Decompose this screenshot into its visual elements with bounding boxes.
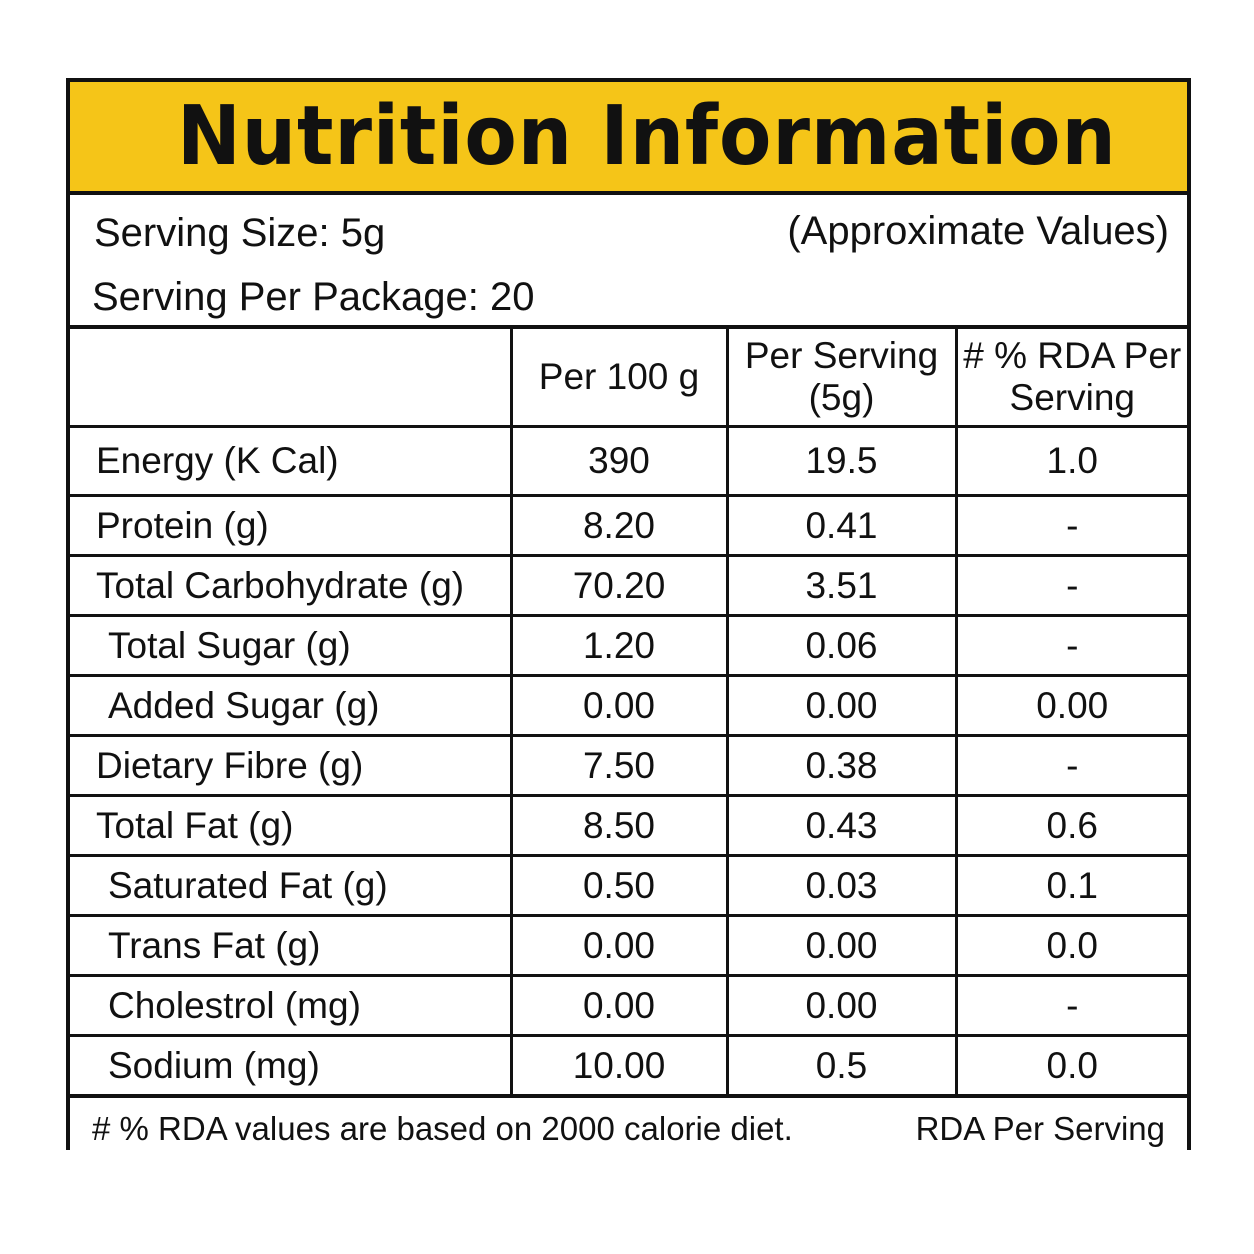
table-row: Saturated Fat (g) 0.50 0.03 0.1: [70, 854, 1187, 917]
nutrient-name: Saturated Fat (g): [70, 854, 513, 917]
table-row: Energy (K Cal) 390 19.5 1.0: [70, 425, 1187, 497]
rda-footnote-label: RDA Per Serving: [915, 1110, 1165, 1147]
nutrition-table: Per 100 g Per Serving (5g) # % RDA Per S…: [70, 329, 1187, 1097]
nutrient-name: Total Sugar (g): [70, 614, 513, 677]
nutrition-label: Nutrition Information Serving Size: 5g S…: [66, 78, 1191, 1150]
per-serving-value: 0.00: [725, 974, 958, 1037]
table-row: Total Carbohydrate (g) 70.20 3.51 -: [70, 554, 1187, 617]
per-serving-value: 0.38: [725, 734, 958, 797]
table-row: Total Sugar (g) 1.20 0.06 -: [70, 614, 1187, 677]
title-bar: Nutrition Information: [70, 82, 1187, 195]
rda-value: -: [954, 974, 1187, 1037]
nutrient-name: Dietary Fibre (g): [70, 734, 513, 797]
table-row: Added Sugar (g) 0.00 0.00 0.00: [70, 674, 1187, 737]
nutrient-name: Total Fat (g): [70, 794, 513, 857]
per-serving-value: 0.03: [725, 854, 958, 917]
per-serving-value: 19.5: [725, 425, 958, 497]
nutrient-name: Protein (g): [70, 494, 513, 557]
per-serving-value: 0.00: [725, 914, 958, 977]
nutrient-name: Energy (K Cal): [70, 425, 513, 497]
nutrient-name: Cholestrol (mg): [70, 974, 513, 1037]
table-row: Cholestrol (mg) 0.00 0.00 -: [70, 974, 1187, 1037]
per-serving-value: 0.00: [725, 674, 958, 737]
nutrient-name: Total Carbohydrate (g): [70, 554, 513, 617]
per-100g-value: 8.20: [509, 494, 729, 557]
rda-value: -: [954, 614, 1187, 677]
serving-per-package: Serving Per Package: 20: [92, 275, 535, 319]
per-serving-value: 0.41: [725, 494, 958, 557]
rda-footnote: # % RDA values are based on 2000 calorie…: [92, 1110, 793, 1147]
table-row: Sodium (mg) 10.00 0.5 0.0: [70, 1034, 1187, 1097]
serving-size: Serving Size: 5g: [94, 211, 386, 255]
table-row: Total Fat (g) 8.50 0.43 0.6: [70, 794, 1187, 857]
label-title: Nutrition Information: [177, 89, 1117, 184]
rda-value: 0.0: [954, 1034, 1187, 1097]
per-100g-value: 0.00: [509, 974, 729, 1037]
per-100g-value: 70.20: [509, 554, 729, 617]
rda-value: -: [954, 554, 1187, 617]
header-nutrient: [70, 329, 513, 428]
rda-value: 0.00: [954, 674, 1187, 737]
per-serving-value: 3.51: [725, 554, 958, 617]
rda-value: 1.0: [954, 425, 1187, 497]
per-100g-value: 7.50: [509, 734, 729, 797]
per-100g-value: 0.00: [509, 914, 729, 977]
table-row: Trans Fat (g) 0.00 0.00 0.0: [70, 914, 1187, 977]
per-100g-value: 390: [509, 425, 729, 497]
per-serving-value: 0.5: [725, 1034, 958, 1097]
header-per-100g: Per 100 g: [509, 329, 729, 428]
serving-info: Serving Size: 5g Serving Per Package: 20…: [70, 195, 1187, 329]
per-100g-value: 1.20: [509, 614, 729, 677]
approximate-values-note: (Approximate Values): [787, 209, 1169, 253]
per-100g-value: 0.00: [509, 674, 729, 737]
footnote: # % RDA values are based on 2000 calorie…: [70, 1095, 1187, 1156]
rda-value: 0.1: [954, 854, 1187, 917]
rda-value: 0.6: [954, 794, 1187, 857]
per-100g-value: 8.50: [509, 794, 729, 857]
per-serving-value: 0.06: [725, 614, 958, 677]
table-header-row: Per 100 g Per Serving (5g) # % RDA Per S…: [70, 329, 1187, 428]
per-100g-value: 10.00: [509, 1034, 729, 1097]
table-row: Protein (g) 8.20 0.41 -: [70, 494, 1187, 557]
nutrient-name: Added Sugar (g): [70, 674, 513, 737]
nutrient-name: Sodium (mg): [70, 1034, 513, 1097]
header-rda: # % RDA Per Serving: [954, 329, 1187, 428]
per-serving-value: 0.43: [725, 794, 958, 857]
header-per-serving: Per Serving (5g): [725, 329, 958, 428]
table-row: Dietary Fibre (g) 7.50 0.38 -: [70, 734, 1187, 797]
rda-value: -: [954, 734, 1187, 797]
nutrient-name: Trans Fat (g): [70, 914, 513, 977]
rda-value: -: [954, 494, 1187, 557]
per-100g-value: 0.50: [509, 854, 729, 917]
rda-value: 0.0: [954, 914, 1187, 977]
